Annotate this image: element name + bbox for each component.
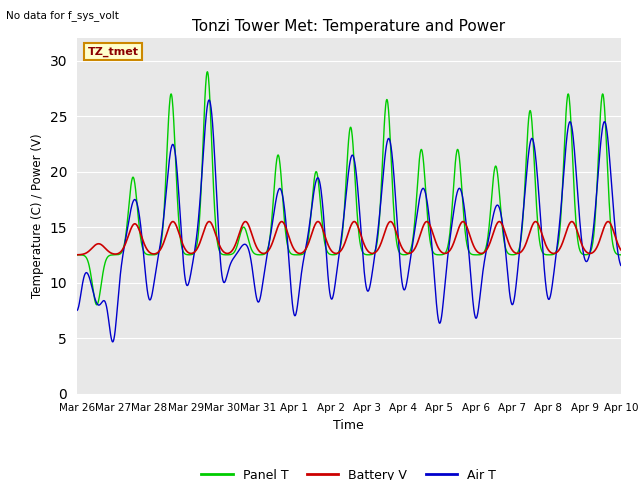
Text: No data for f_sys_volt: No data for f_sys_volt (6, 10, 119, 21)
Text: TZ_tmet: TZ_tmet (88, 47, 139, 57)
Legend: Panel T, Battery V, Air T: Panel T, Battery V, Air T (196, 464, 501, 480)
Title: Tonzi Tower Met: Temperature and Power: Tonzi Tower Met: Temperature and Power (192, 20, 506, 35)
Y-axis label: Temperature (C) / Power (V): Temperature (C) / Power (V) (31, 134, 44, 298)
X-axis label: Time: Time (333, 419, 364, 432)
